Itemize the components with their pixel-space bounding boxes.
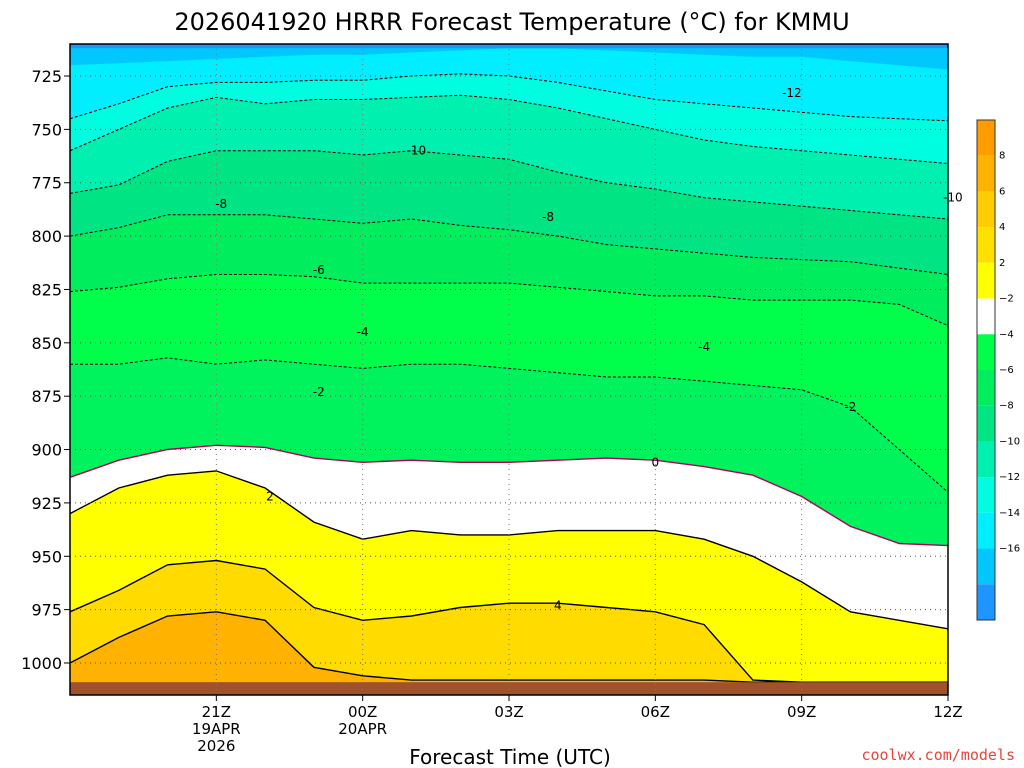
colorbar-swatch (977, 512, 995, 549)
colorbar-swatch (977, 191, 995, 228)
y-tick-label: 750 (31, 120, 62, 139)
contour-label: -2 (844, 400, 856, 414)
y-tick-label: 725 (31, 67, 62, 86)
colorbar-swatch (977, 227, 995, 263)
contour-label: 0 (652, 455, 660, 469)
x-tick-label: 21Z (202, 703, 231, 721)
fill-band-cold-7 (70, 44, 948, 70)
contour-line-cold-5 (69, 73, 949, 122)
y-tick-label: 825 (31, 280, 62, 299)
x-tick-label: 03Z (494, 703, 523, 721)
colorbar-label: 8 (999, 151, 1005, 162)
ground (70, 682, 948, 695)
colorbar-frame (976, 119, 996, 621)
contour-line-cold-4 (69, 94, 949, 164)
colorbar-swatch (977, 298, 995, 335)
y-tick-label: 775 (31, 174, 62, 193)
x-tick-label: 12Z (933, 703, 962, 721)
colorbar-label: 2 (999, 258, 1005, 269)
chart-title: 2026041920 HRRR Forecast Temperature (°C… (174, 8, 849, 36)
colorbar-swatch (977, 262, 995, 299)
colorbar-swatch (977, 120, 995, 156)
colorbar-label: 6 (999, 186, 1005, 197)
colorbar-swatch (977, 548, 995, 585)
colorbar: 8 6 4 2 −2 −4 −6 −8 −10 −12 −14 −16 (976, 119, 1020, 621)
colorbar-label: −10 (999, 436, 1020, 447)
colorbar-label: −2 (999, 294, 1014, 305)
x-tick-label: 09Z (787, 703, 816, 721)
x-tick-label: 06Z (641, 703, 670, 721)
x-tick-date: 20APR (338, 720, 387, 738)
colorbar-label: −14 (999, 508, 1020, 519)
x-axis-label: Forecast Time (UTC) (409, 745, 611, 768)
contour-label: -8 (542, 210, 554, 224)
contour-label: -4 (698, 340, 710, 354)
plot-area: -8 -10 -8 -12 -10 -6 -4 -4 -2 -2 0 2 4 725 750 775 800 82… (21, 43, 963, 755)
colorbar-label: 4 (999, 222, 1005, 233)
colorbar-label: −6 (999, 365, 1014, 376)
fill-band-cold-6 (70, 44, 948, 121)
contour-line-zero (69, 444, 949, 547)
y-tick-label: 900 (31, 441, 62, 460)
colorbar-swatch (977, 405, 995, 442)
contour-label: -8 (215, 197, 227, 211)
contour-label: 2 (266, 489, 274, 503)
colorbar-label: −4 (999, 329, 1014, 340)
colorbar-swatch (977, 477, 995, 513)
y-tick-label: 975 (31, 601, 62, 620)
contour-label: -2 (313, 385, 325, 399)
credit-text: coolwx.com/models (861, 746, 1015, 764)
colorbar-swatch (977, 334, 995, 370)
x-tick-label: 00Z (348, 703, 377, 721)
contour-label: -10 (407, 144, 427, 158)
colorbar-swatch (977, 370, 995, 406)
colorbar-swatch (977, 584, 995, 620)
colorbar-swatch (977, 155, 995, 192)
contour-label: -4 (357, 325, 369, 339)
y-tick-label: 1000 (21, 654, 62, 673)
y-tick-label: 875 (31, 387, 62, 406)
contour-label: 4 (554, 598, 562, 612)
colorbar-swatch (977, 441, 995, 478)
x-tick-date: 19APR (192, 720, 241, 738)
contour-label: -10 (943, 191, 963, 205)
y-tick-label: 950 (31, 547, 62, 566)
fill-band-cold-8 (70, 44, 948, 49)
x-tick-year: 2026 (197, 737, 235, 755)
contour-label: -12 (782, 86, 802, 100)
y-tick-label: 925 (31, 494, 62, 513)
fill-band-warm-3 (70, 611, 948, 695)
contour-label: -6 (313, 263, 325, 277)
y-tick-label: 800 (31, 227, 62, 246)
colorbar-label: −12 (999, 472, 1020, 483)
y-tick-label: 850 (31, 334, 62, 353)
colorbar-label: −8 (999, 401, 1014, 412)
colorbar-label: −16 (999, 544, 1020, 555)
